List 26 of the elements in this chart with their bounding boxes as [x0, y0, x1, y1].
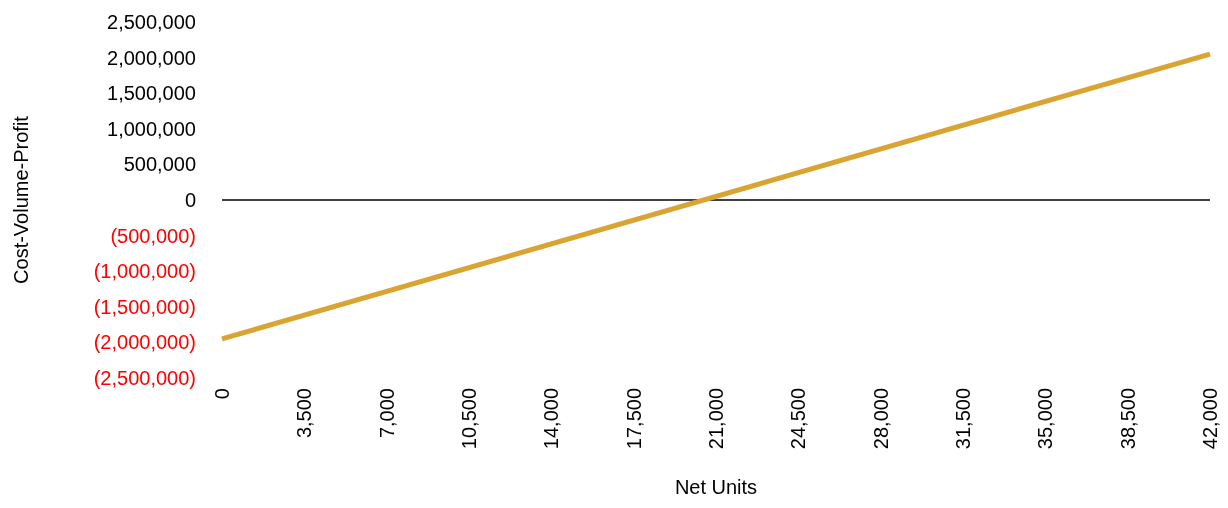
x-tick-label: 0 [211, 388, 233, 400]
y-tick-label: 500,000 [123, 153, 196, 176]
x-tick-label: 38,500 [1116, 388, 1139, 450]
y-tick-label: 2,500,000 [107, 11, 196, 33]
y-tick-label: (2,500,000) [93, 367, 196, 389]
x-axis-title: Net Units [674, 476, 758, 498]
x-tick-label: 35,000 [1034, 388, 1057, 450]
x-tick-label: 24,500 [787, 388, 810, 450]
x-tick-label: 42,000 [1199, 388, 1221, 450]
y-tick-label: (1,000,000) [93, 260, 196, 283]
y-tick-label: (2,000,000) [93, 331, 196, 354]
x-tick-label: 31,500 [952, 388, 974, 450]
y-tick-label: (1,500,000) [93, 295, 196, 318]
x-tick-label: 17,500 [622, 388, 645, 450]
x-tick-label: 28,000 [869, 388, 892, 450]
y-tick-label: 1,000,000 [107, 117, 196, 140]
y-axis-title: Cost-Volume-Profit [10, 115, 32, 284]
y-tick-label: 1,500,000 [107, 82, 196, 105]
x-tick-label: 21,000 [705, 388, 727, 450]
x-tick-label: 14,000 [540, 388, 563, 450]
x-tick-label: 7,000 [375, 388, 398, 439]
x-tick-label: 10,500 [458, 388, 480, 450]
y-tick-label: 2,000,000 [107, 46, 196, 69]
x-tick-label: 3,500 [293, 388, 316, 439]
y-tick-label: 0 [184, 189, 196, 211]
y-tick-label: (500,000) [110, 224, 196, 247]
